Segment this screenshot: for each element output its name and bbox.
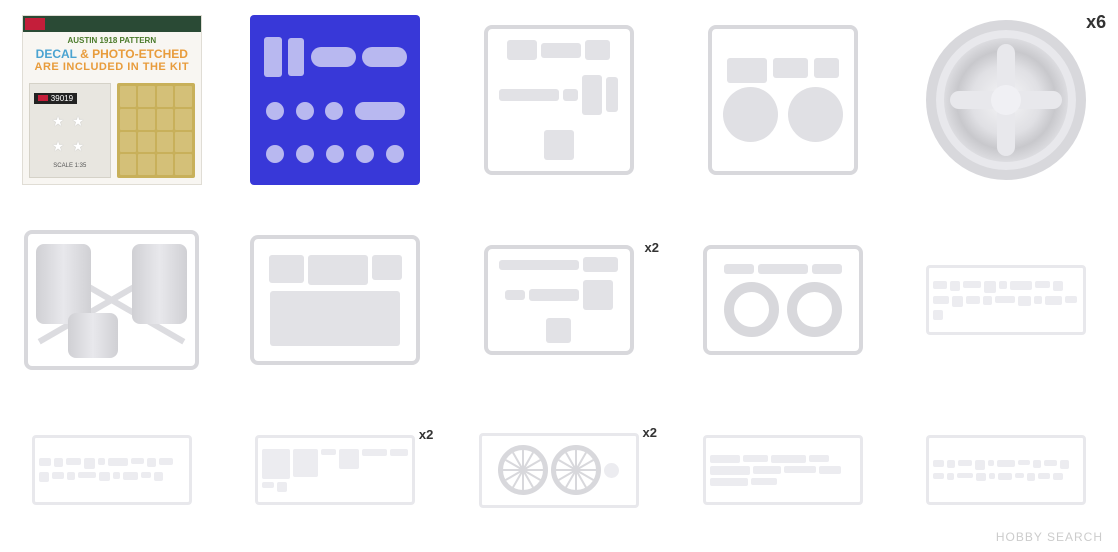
sprue-frame	[24, 230, 199, 370]
product-image-gallery: AUSTIN 1918 PATTERN DECAL & PHOTO-ETCHED…	[0, 0, 1118, 540]
sprue-frame	[32, 435, 192, 505]
sprue-frame	[703, 245, 863, 355]
star-icon: ★	[52, 138, 68, 154]
decal-heading: DECAL & PHOTO-ETCHED	[31, 47, 193, 61]
sprue-frame	[926, 435, 1086, 505]
thumb-sprue-hull-shells[interactable]	[20, 210, 204, 390]
spoked-wheel-part	[551, 445, 601, 495]
star-icon: ★	[72, 113, 88, 129]
ring-part	[724, 282, 779, 337]
decal-subheading: ARE INCLUDED IN THE KIT	[31, 61, 193, 73]
sprue-frame	[484, 245, 634, 355]
thumb-tire[interactable]: x6	[914, 10, 1098, 190]
sprue-frame	[484, 25, 634, 175]
quantity-badge: x2	[419, 427, 433, 442]
spoked-wheel-part	[498, 445, 548, 495]
sprue-frame	[255, 435, 415, 505]
scale-label: SCALE 1:35	[53, 163, 86, 169]
brand-logo	[25, 18, 45, 30]
product-title: AUSTIN 1918 PATTERN	[31, 36, 193, 45]
photoetch-sheet	[117, 83, 195, 178]
thumb-sprue-row3-1[interactable]	[20, 410, 204, 530]
thumb-sprue-exhaust[interactable]	[467, 10, 651, 190]
sprue-frame	[708, 25, 858, 175]
sprue-frame	[250, 235, 420, 365]
sprue-frame	[479, 433, 639, 508]
thumb-blue-sprue-selected[interactable]	[244, 10, 428, 190]
decal-header	[23, 16, 201, 32]
ring-part	[787, 282, 842, 337]
sprue-selected	[250, 15, 420, 185]
decal-sheet: 39019 ★ ★ ★ ★ SCALE 1:35	[29, 83, 111, 178]
thumb-sprue-row3-4[interactable]	[691, 410, 875, 530]
decal-card: AUSTIN 1918 PATTERN DECAL & PHOTO-ETCHED…	[22, 15, 202, 185]
star-icon: ★	[52, 113, 68, 129]
quantity-badge: x2	[643, 425, 657, 440]
tire-part	[926, 20, 1086, 180]
sprue-frame	[703, 435, 863, 505]
thumb-sprue-tanks[interactable]	[691, 10, 875, 190]
star-icon: ★	[72, 138, 88, 154]
thumb-sprue-engine-block[interactable]	[244, 210, 428, 390]
thumb-sprue-rings[interactable]	[691, 210, 875, 390]
thumb-sprue-row3-2[interactable]: x2	[244, 410, 428, 530]
sprue-frame	[926, 265, 1086, 335]
quantity-badge: x6	[1086, 12, 1106, 33]
thumb-sprue-small-misc[interactable]	[914, 210, 1098, 390]
quantity-badge: x2	[645, 240, 659, 255]
thumb-decal-photoetch[interactable]: AUSTIN 1918 PATTERN DECAL & PHOTO-ETCHED…	[20, 10, 204, 190]
watermark: HOBBY SEARCH	[996, 530, 1103, 544]
product-code: 39019	[34, 93, 77, 104]
thumb-sprue-gun[interactable]: x2	[467, 210, 651, 390]
thumb-sprue-row3-5[interactable]	[914, 410, 1098, 530]
thumb-sprue-spoked-wheels[interactable]: x2	[467, 410, 651, 530]
